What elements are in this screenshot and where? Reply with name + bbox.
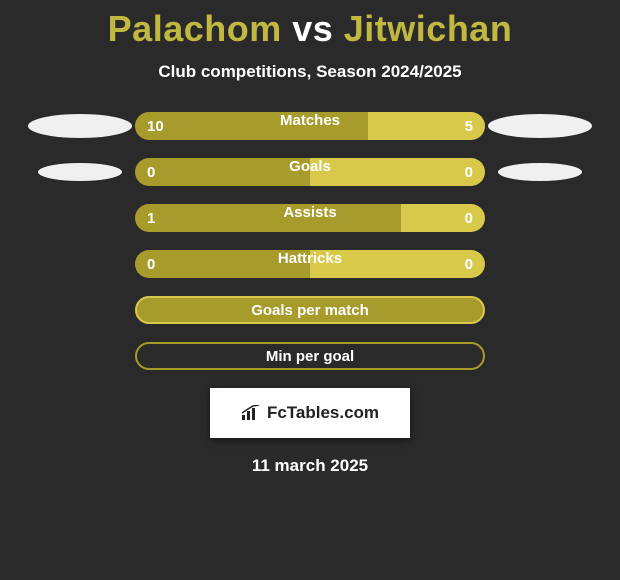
stat-value-right: 0 (465, 164, 473, 181)
stat-value-left: 0 (147, 164, 155, 181)
chart-icon (241, 405, 261, 421)
stat-value-right: 5 (465, 118, 473, 135)
bar-segment-left: 1 (135, 204, 401, 232)
bar-segment-right: 0 (310, 250, 485, 278)
stat-row: 00Goals (0, 158, 620, 186)
stat-bar: 00Goals (135, 158, 485, 186)
pill-stat: Min per goal (135, 342, 485, 370)
pill-stat: Goals per match (135, 296, 485, 324)
stat-value-right: 0 (465, 210, 473, 227)
ellipse-icon (488, 114, 592, 138)
pill-row: Goals per match (0, 296, 620, 324)
logo-text: FcTables.com (267, 403, 379, 423)
stat-row: 105Matches (0, 112, 620, 140)
stat-row: 10Assists (0, 204, 620, 232)
title-vs: vs (282, 8, 344, 49)
pill-row: Min per goal (0, 342, 620, 370)
stat-value-left: 10 (147, 118, 164, 135)
subtitle: Club competitions, Season 2024/2025 (0, 62, 620, 82)
logo-card[interactable]: FcTables.com (210, 388, 410, 438)
stat-value-left: 1 (147, 210, 155, 227)
bar-segment-right: 5 (368, 112, 485, 140)
stat-value-right: 0 (465, 256, 473, 273)
title-player2: Jitwichan (344, 8, 513, 49)
stat-bar: 10Assists (135, 204, 485, 232)
stat-value-left: 0 (147, 256, 155, 273)
page-title: Palachom vs Jitwichan (0, 8, 620, 50)
bar-segment-right: 0 (310, 158, 485, 186)
ellipse-icon (28, 114, 132, 138)
side-shape-left (25, 163, 135, 181)
pill-label: Goals per match (251, 302, 369, 319)
bar-segment-left: 0 (135, 250, 310, 278)
ellipse-icon (498, 163, 582, 181)
side-shape-right (485, 114, 595, 138)
stat-rows: 105Matches00Goals10Assists00HattricksGoa… (0, 112, 620, 370)
bar-segment-left: 10 (135, 112, 368, 140)
side-shape-left (25, 114, 135, 138)
title-player1: Palachom (108, 8, 282, 49)
stat-bar: 105Matches (135, 112, 485, 140)
side-shape-right (485, 163, 595, 181)
infographic-container: Palachom vs Jitwichan Club competitions,… (0, 0, 620, 476)
pill-label: Min per goal (266, 348, 354, 365)
bar-segment-right: 0 (401, 204, 485, 232)
stat-bar: 00Hattricks (135, 250, 485, 278)
ellipse-icon (38, 163, 122, 181)
bar-segment-left: 0 (135, 158, 310, 186)
stat-row: 00Hattricks (0, 250, 620, 278)
date-text: 11 march 2025 (0, 456, 620, 476)
